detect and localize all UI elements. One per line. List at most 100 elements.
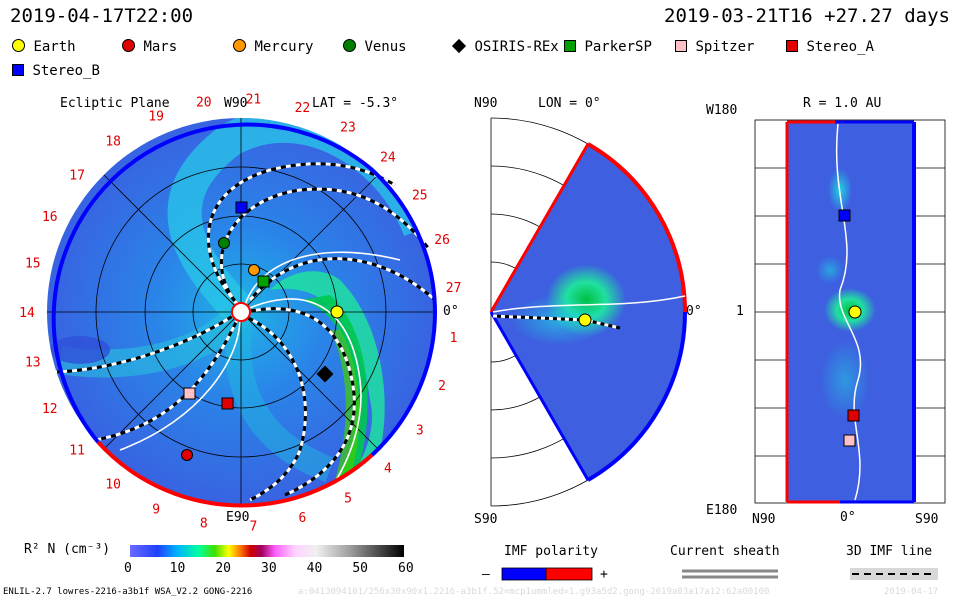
meridional-lon-label: LON = 0° — [538, 96, 601, 111]
colorbar-tick: 60 — [398, 561, 414, 576]
rotation-label: 13 — [25, 355, 41, 370]
mercury-marker — [248, 264, 260, 276]
rotation-label: 25 — [412, 188, 428, 203]
mars-marker — [181, 449, 193, 461]
shell-axis-right: S90 — [915, 512, 939, 527]
rotation-label: 9 — [152, 503, 160, 518]
ecliptic-title: Ecliptic Plane — [60, 96, 170, 111]
stereo-b-marker-icon — [12, 64, 24, 76]
parkersp-marker-icon — [564, 40, 576, 52]
legend-label: Spitzer — [695, 39, 755, 55]
rotation-label: 8 — [200, 517, 208, 532]
spitzer-marker-shell — [843, 434, 856, 447]
rotation-label: 5 — [344, 491, 352, 506]
legend-label: Stereo_A — [806, 39, 874, 55]
imf-negative-swatch — [501, 567, 547, 581]
mars-marker-icon — [122, 39, 135, 52]
imf-positive-swatch — [545, 567, 593, 581]
ecliptic-lat-label: LAT = -5.3° — [312, 96, 399, 111]
earth-marker — [330, 305, 344, 319]
ecliptic-right-label: 0° — [443, 304, 459, 319]
spitzer-marker — [183, 387, 196, 400]
legend-item-spitzer: Spitzer — [675, 39, 754, 55]
parkersp-marker — [257, 275, 270, 288]
imf-polarity-label: IMF polarity — [504, 544, 598, 559]
shell-axis-mid: 0° — [840, 510, 856, 525]
legend-label: Venus — [364, 39, 407, 55]
colorbar-tick: 40 — [306, 561, 323, 576]
rotation-label: 21 — [246, 92, 262, 107]
colorbar-tick: 50 — [352, 561, 368, 576]
rotation-label: 16 — [42, 210, 58, 225]
stereo-b-marker — [235, 201, 248, 214]
shell-top-left-label: W180 — [706, 103, 738, 118]
model-time: 2019-04-17T22:00 — [10, 5, 194, 27]
shell-bottom-left-label: E180 — [706, 503, 738, 518]
meridional-bottom-label: S90 — [474, 512, 498, 527]
meridional-top-label: N90 — [474, 96, 498, 111]
rotation-label: 10 — [105, 478, 121, 493]
legend-label: ParkerSP — [584, 39, 652, 55]
carrington-labels: 14 15 16 17 18 19 20 21 22 23 24 25 26 27 12 3 4 5 6 7 8 9 10 1… — [19, 92, 461, 534]
legend-item-earth: Earth — [12, 39, 76, 55]
imf-minus-label: – — [482, 567, 490, 582]
legend-item-stereo-b: Stereo_B — [12, 63, 100, 79]
ecliptic-plane-panel: 14 15 16 17 18 19 20 21 22 23 24 25 26 27 12 3 4 5 6 7 8 9 10 1… — [19, 92, 461, 534]
legend-label: Mercury — [254, 39, 314, 55]
run-time: 2019-03-21T16 +27.27 days — [664, 5, 950, 27]
rotation-label: 14 — [19, 306, 35, 321]
rotation-label: 4 — [384, 462, 392, 477]
legend-label: Stereo_B — [32, 63, 100, 79]
colorbar-label: R² N (cm⁻³) — [24, 542, 111, 557]
rotation-label: 2 — [438, 379, 446, 394]
colorbar-tick: 20 — [215, 561, 231, 576]
footer-date: 2019-04-17 — [884, 587, 939, 597]
rotation-label: 15 — [25, 257, 41, 272]
shell-mid-label: 1 — [736, 304, 744, 319]
stereo-a-marker-shell — [847, 409, 860, 422]
stereo-a-marker — [221, 397, 234, 410]
rotation-label: 12 — [42, 402, 58, 417]
rotation-label: 3 — [416, 424, 424, 439]
imf-plus-label: + — [600, 567, 608, 582]
legend-label: OSIRIS-REx — [474, 39, 559, 55]
spitzer-marker-icon — [675, 40, 687, 52]
rotation-label: 18 — [105, 134, 121, 149]
current-sheath-swatch — [682, 569, 778, 579]
rotation-label: 26 — [434, 233, 450, 248]
rotation-label: 7 — [249, 520, 257, 535]
rotation-label: 22 — [295, 101, 311, 116]
colorbar-tick: 0 — [124, 561, 132, 576]
rotation-label: 17 — [69, 168, 85, 183]
venus-marker — [218, 237, 230, 249]
legend-item-stereo-a: Stereo_A — [786, 39, 874, 55]
density-colorbar — [130, 545, 404, 557]
legend-item-osiris-rex: OSIRIS-REx — [451, 38, 559, 55]
venus-marker-icon — [343, 39, 356, 52]
shell-title: R = 1.0 AU — [803, 96, 882, 111]
legend-item-mercury: Mercury — [233, 39, 313, 55]
earth-marker-meridional — [578, 313, 592, 327]
ecliptic-top-label: W90 — [224, 96, 248, 111]
rotation-label: 6 — [298, 511, 306, 526]
rotation-label: 27 — [446, 281, 462, 296]
rotation-label: 19 — [148, 110, 164, 125]
imf-line-label: 3D IMF line — [846, 544, 933, 559]
footer-model: ENLIL-2.7 lowres-2216-a3b1f WSA_V2.2 GON… — [3, 587, 253, 597]
ecliptic-bottom-label: E90 — [226, 510, 250, 525]
colorbar-tick: 10 — [169, 561, 186, 576]
earth-marker-shell — [848, 305, 862, 319]
rotation-label: 24 — [380, 150, 396, 165]
rotation-label: 20 — [196, 95, 212, 110]
shell-panel — [754, 119, 946, 504]
stereo-b-marker-shell — [838, 209, 851, 222]
current-sheath-label: Current sheath — [670, 544, 780, 559]
rotation-label: 23 — [340, 121, 356, 136]
mercury-marker-icon — [233, 39, 246, 52]
meridional-panel — [489, 117, 687, 507]
legend-label: Mars — [143, 39, 178, 55]
meridional-right-label: 0° — [686, 304, 702, 319]
rotation-label: 11 — [69, 444, 85, 459]
shell-axis-left: N90 — [752, 512, 776, 527]
